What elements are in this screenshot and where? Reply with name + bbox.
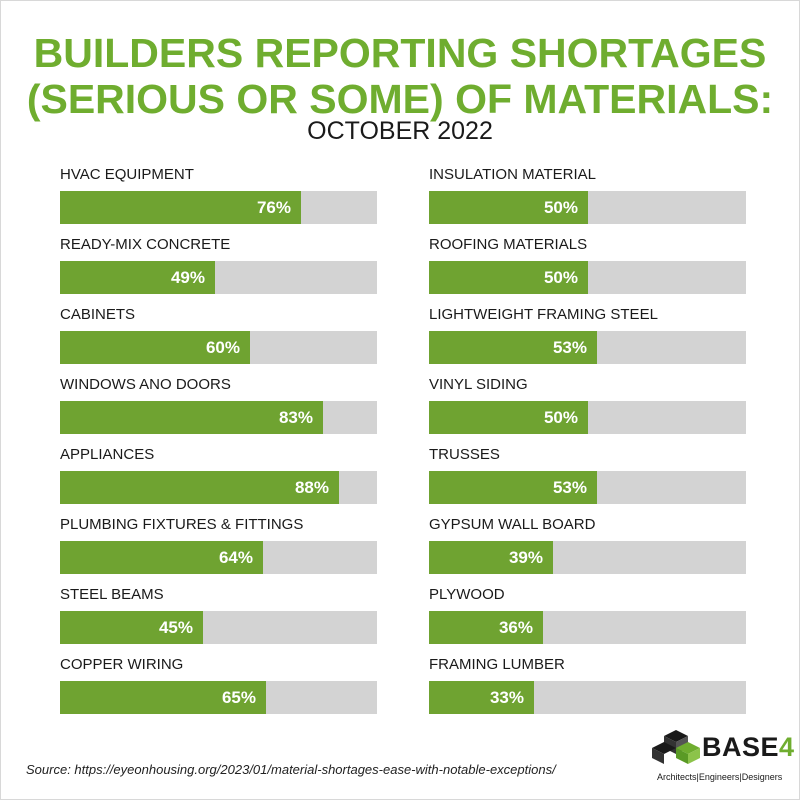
bar-track: 64% <box>60 541 377 574</box>
bar-label: READY-MIX CONCRETE <box>60 236 231 253</box>
bar-fill <box>429 541 553 574</box>
bar-value-label: 50% <box>543 198 578 217</box>
bar-item: CABINETS 60% <box>60 303 377 373</box>
bar-label: ROOFING MATERIALS <box>429 236 588 253</box>
bar-label: STEEL BEAMS <box>60 586 164 603</box>
bar-track: 36% <box>429 611 746 644</box>
bar-label: FRAMING LUMBER <box>429 656 565 673</box>
bar-track: 65% <box>60 681 377 714</box>
bar-fill <box>60 471 339 504</box>
bar-track: 60% <box>60 331 377 364</box>
bar-item: INSULATION MATERIAL 50% <box>429 163 746 233</box>
bar-item: VINYL SIDING 50% <box>429 373 746 443</box>
bar-label: VINYL SIDING <box>429 376 528 393</box>
bar-track: 49% <box>60 261 377 294</box>
logo-wordmark: BASE4 <box>702 732 795 762</box>
bar-track: 33% <box>429 681 746 714</box>
bar-fill <box>60 611 203 644</box>
bar-item: COPPER WIRING 65% <box>60 653 377 723</box>
bar-value-label: 53% <box>552 478 587 497</box>
bar-fill <box>60 331 250 364</box>
bar-label: PLUMBING FIXTURES & FITTINGS <box>60 516 304 533</box>
bar-value-label: 60% <box>205 338 240 357</box>
bar-fill <box>429 471 597 504</box>
bar-track: 39% <box>429 541 746 574</box>
bar-track: 50% <box>429 191 746 224</box>
logo-tagline: Architects|Engineers|Designers <box>657 772 783 782</box>
bar-value-label: 53% <box>552 338 587 357</box>
bar-fill <box>429 401 588 434</box>
bar-value-label: 45% <box>158 618 193 637</box>
bar-item: TRUSSES 53% <box>429 443 746 513</box>
bar-value-label: 36% <box>498 618 533 637</box>
bar-label: CABINETS <box>60 306 136 323</box>
bar-track: 83% <box>60 401 377 434</box>
bar-fill <box>60 541 263 574</box>
bar-value-label: 50% <box>543 268 578 287</box>
bar-fill <box>429 191 588 224</box>
bar-value-label: 64% <box>218 548 253 567</box>
bar-item: WINDOWS ANO DOORS 83% <box>60 373 377 443</box>
bar-value-label: 88% <box>294 478 329 497</box>
bar-label: COPPER WIRING <box>60 656 184 673</box>
bar-label: HVAC EQUIPMENT <box>60 166 194 183</box>
bar-track: 53% <box>429 331 746 364</box>
bar-item: FRAMING LUMBER 33% <box>429 653 746 723</box>
title-line-2: (SERIOUS OR SOME) OF MATERIALS: <box>26 76 774 122</box>
bar-item: PLYWOOD 36% <box>429 583 746 653</box>
bar-value-label: 50% <box>543 408 578 427</box>
bar-value-label: 76% <box>256 198 291 217</box>
bar-fill <box>60 191 301 224</box>
bar-track: 53% <box>429 471 746 504</box>
bar-item: PLUMBING FIXTURES & FITTINGS 64% <box>60 513 377 583</box>
bar-label: GYPSUM WALL BOARD <box>429 516 596 533</box>
bar-value-label: 65% <box>221 688 256 707</box>
chart-subtitle: OCTOBER 2022 <box>307 117 493 145</box>
base4-logo: BASE4 Architects|Engineers|Designers <box>652 730 795 786</box>
logo-word-digit: 4 <box>779 732 795 762</box>
bar-item: STEEL BEAMS 45% <box>60 583 377 653</box>
bar-track: 50% <box>429 401 746 434</box>
bar-item: ROOFING MATERIALS 50% <box>429 233 746 303</box>
bar-label: INSULATION MATERIAL <box>429 166 596 183</box>
bar-track: 50% <box>429 261 746 294</box>
bar-fill <box>429 611 543 644</box>
source-note: Source: https://eyeonhousing.org/2023/01… <box>26 762 556 777</box>
bar-label: WINDOWS ANO DOORS <box>60 376 231 393</box>
bar-value-label: 33% <box>489 688 524 707</box>
chart-title: BUILDERS REPORTING SHORTAGES (SERIOUS OR… <box>0 30 800 122</box>
bar-item: READY-MIX CONCRETE 49% <box>60 233 377 303</box>
bar-track: 88% <box>60 471 377 504</box>
bar-item: HVAC EQUIPMENT 76% <box>60 163 377 233</box>
bar-fill <box>429 261 588 294</box>
bar-track: 45% <box>60 611 377 644</box>
bar-fill <box>60 261 215 294</box>
bar-label: TRUSSES <box>429 446 500 463</box>
logo-word-base: BASE <box>702 732 780 762</box>
bar-fill <box>60 681 266 714</box>
bar-item: GYPSUM WALL BOARD 39% <box>429 513 746 583</box>
title-line-1: BUILDERS REPORTING SHORTAGES <box>33 30 767 76</box>
bar-fill <box>429 681 534 714</box>
cube-logo-icon <box>652 730 700 764</box>
bar-value-label: 39% <box>508 548 543 567</box>
bar-label: APPLIANCES <box>60 446 155 463</box>
bar-item: APPLIANCES 88% <box>60 443 377 513</box>
bar-value-label: 83% <box>278 408 313 427</box>
bar-fill <box>429 331 597 364</box>
bar-label: PLYWOOD <box>429 586 505 603</box>
bar-track: 76% <box>60 191 377 224</box>
bar-item: LIGHTWEIGHT FRAMING STEEL 53% <box>429 303 746 373</box>
bar-label: LIGHTWEIGHT FRAMING STEEL <box>429 306 658 323</box>
bar-value-label: 49% <box>170 268 205 287</box>
bar-fill <box>60 401 323 434</box>
